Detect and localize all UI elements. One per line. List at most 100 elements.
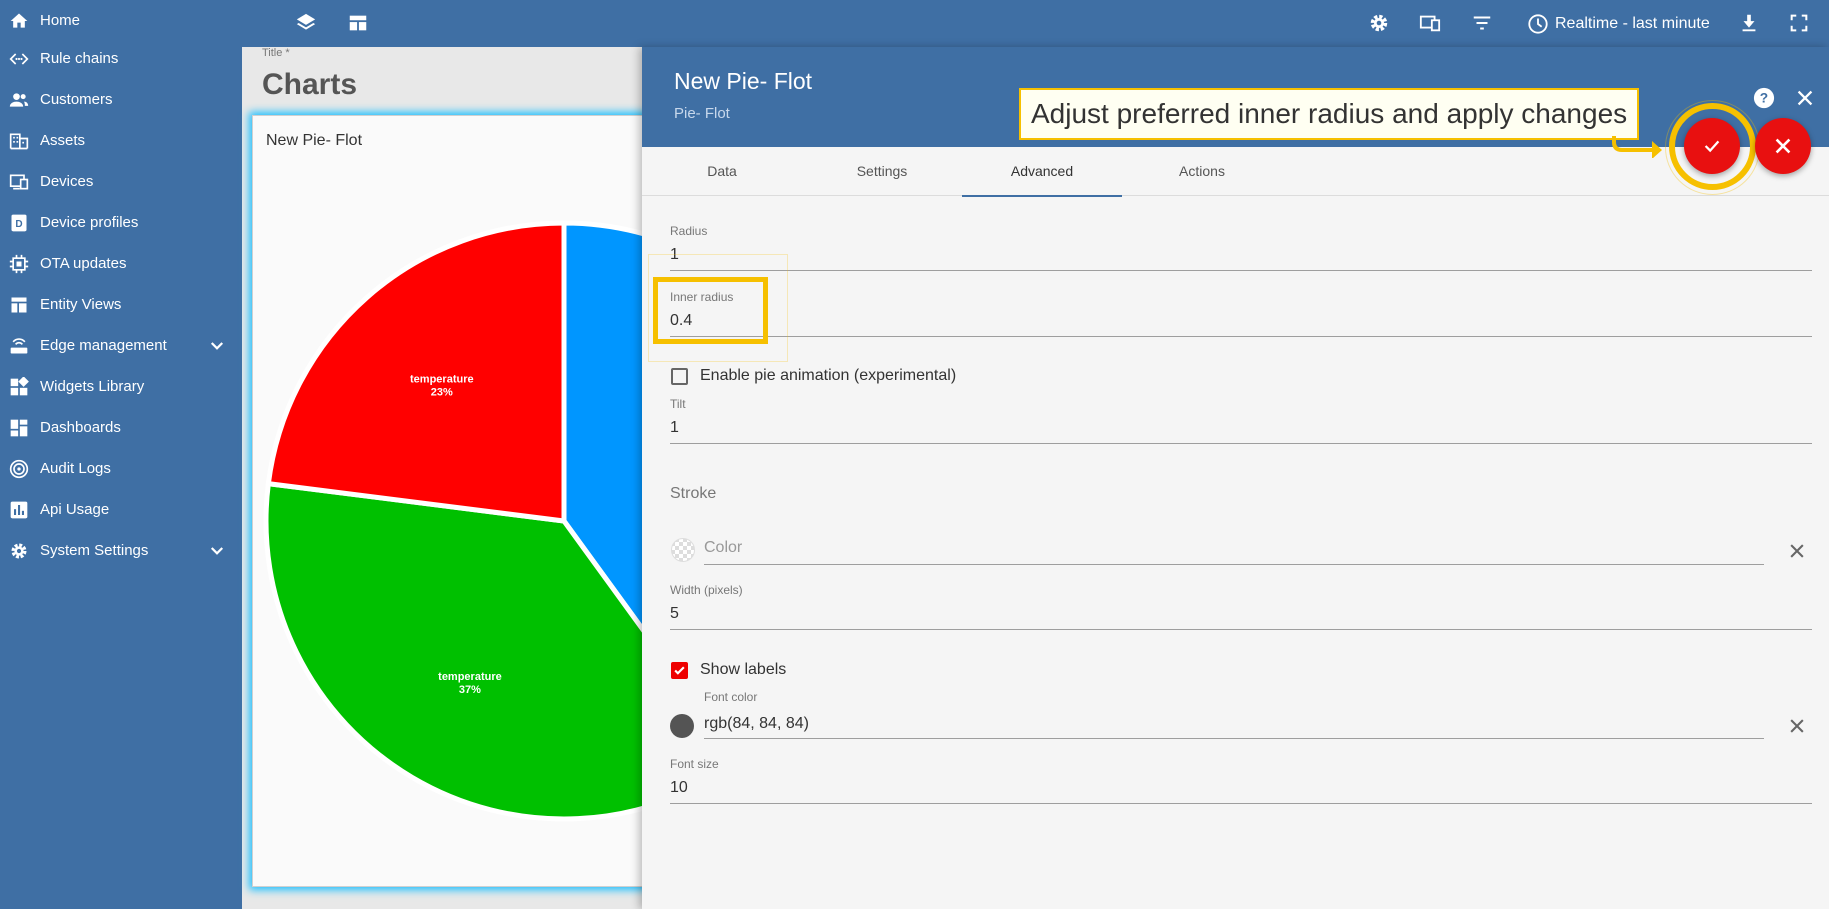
tilt-field[interactable]: Tilt 1: [670, 397, 1812, 444]
device-profiles-icon: D: [11, 214, 27, 232]
close-icon: [1775, 138, 1791, 154]
help-icon[interactable]: ?: [1753, 87, 1775, 109]
audit-logs-icon: [9, 459, 29, 479]
gear-icon[interactable]: [1368, 12, 1390, 34]
sidebar-item-label: Api Usage: [40, 501, 110, 518]
inner-radius-label: Inner radius: [670, 290, 734, 304]
top-toolbar: Realtime - last minute: [242, 0, 1829, 47]
devices-icon: [9, 174, 29, 190]
sidebar-item-home[interactable]: Home: [0, 0, 242, 41]
chevron-down-icon[interactable]: [208, 337, 226, 355]
cancel-button[interactable]: [1755, 118, 1811, 174]
inner-radius-input[interactable]: 0.4: [670, 304, 1812, 337]
font-size-label: Font size: [670, 757, 719, 771]
dashboards-icon: [10, 419, 28, 437]
inner-radius-highlight: [653, 277, 768, 344]
entity-views-icon: [11, 297, 27, 313]
pie-widget[interactable]: temperature 37% temperature 23% New Pie- Fl…: [252, 115, 654, 887]
clear-icon[interactable]: [1787, 541, 1807, 561]
svg-text:?: ?: [1760, 91, 1768, 106]
panel-title: New Pie- Flot: [674, 68, 813, 94]
tilt-label: Tilt: [670, 397, 686, 411]
timewindow-selector[interactable]: Realtime - last minute: [1527, 13, 1710, 35]
radius-field[interactable]: Radius 1: [670, 224, 1812, 271]
sidebar-item-devices[interactable]: Devices: [0, 161, 242, 202]
sidebar-item-widgets-library[interactable]: Widgets Library: [0, 366, 242, 407]
sidebar-item-edge-management[interactable]: Edge management: [0, 325, 242, 366]
stroke-color-input[interactable]: Color: [704, 539, 743, 556]
font-color-field[interactable]: Font color rgb(84, 84, 84): [670, 690, 1812, 748]
panel-subtitle: Pie- Flot: [674, 105, 730, 122]
pie-animation-checkbox[interactable]: [671, 368, 688, 385]
clear-icon[interactable]: [1787, 716, 1807, 736]
sidebar-item-label: Rule chains: [40, 50, 119, 67]
sidebar-item-entity-views[interactable]: Entity Views: [0, 284, 242, 325]
show-labels-label[interactable]: Show labels: [700, 661, 787, 678]
title-field-label: Title *: [262, 47, 290, 59]
stroke-section-title: Stroke: [670, 485, 717, 502]
pie-slice: [265, 220, 567, 524]
sidebar-item-customers[interactable]: Customers: [0, 79, 242, 120]
font-color-input[interactable]: rgb(84, 84, 84): [704, 715, 809, 732]
dashboard-title[interactable]: Charts: [262, 68, 358, 101]
sidebar-item-label: Device profiles: [40, 214, 139, 231]
radius-label: Radius: [670, 224, 708, 238]
sidebar-item-ota-updates[interactable]: OTA updates: [0, 243, 242, 284]
apply-button-ring: [1669, 103, 1756, 190]
sidebar-item-label: OTA updates: [40, 255, 127, 272]
api-usage-icon: [10, 501, 28, 519]
sidebar-item-label: Home: [40, 12, 81, 29]
apply-button[interactable]: [1684, 118, 1740, 174]
stroke-width-input[interactable]: 5: [670, 597, 1812, 630]
devices-layout-icon[interactable]: [1419, 12, 1441, 34]
filter-icon[interactable]: [1471, 12, 1493, 34]
tab-settings[interactable]: Settings: [856, 163, 908, 179]
pie-animation-label[interactable]: Enable pie animation (experimental): [700, 367, 957, 384]
font-size-field[interactable]: Font size 10: [670, 757, 1812, 804]
tilt-input[interactable]: 1: [670, 411, 1812, 444]
font-color-swatch[interactable]: [670, 714, 694, 738]
sidebar-item-assets[interactable]: Assets: [0, 120, 242, 161]
tab-data[interactable]: Data: [707, 163, 737, 179]
chevron-down-icon[interactable]: [208, 542, 226, 560]
transparent-swatch[interactable]: [671, 538, 695, 562]
close-icon[interactable]: [1794, 87, 1816, 109]
layers-icon[interactable]: [295, 12, 317, 34]
sidebar-item-label: Assets: [40, 132, 86, 149]
sidebar-item-dashboards[interactable]: Dashboards: [0, 407, 242, 448]
sidebar-item-api-usage[interactable]: Api Usage: [0, 489, 242, 530]
radius-input[interactable]: 1: [670, 238, 1812, 271]
pie-slice: [561, 220, 653, 648]
rule-chains-icon: [9, 53, 29, 65]
sidebar-item-label: Entity Views: [40, 296, 122, 313]
sidebar-item-audit-logs[interactable]: Audit Logs: [0, 448, 242, 489]
gear-icon: [11, 543, 27, 559]
pie-slice-percent: 37%: [459, 684, 481, 696]
sidebar-item-label: Devices: [40, 173, 94, 190]
widgets-library-icon: [10, 377, 29, 396]
sidebar-item-rule-chains[interactable]: Rule chains: [0, 38, 242, 79]
svg-text:D: D: [15, 219, 22, 230]
tab-advanced[interactable]: Advanced: [962, 147, 1122, 197]
layout-icon[interactable]: [347, 12, 369, 34]
tab-actions[interactable]: Actions: [1179, 163, 1225, 179]
show-labels-checkbox[interactable]: [671, 662, 688, 679]
widget-title: New Pie- Flot: [266, 132, 363, 149]
timewindow-label: Realtime - last minute: [1555, 15, 1710, 32]
sidebar-item-device-profiles[interactable]: D Device profiles: [0, 202, 242, 243]
dashboard-title-bar: [242, 47, 642, 107]
fullscreen-icon[interactable]: [1788, 12, 1810, 34]
instruction-callout: Adjust preferred inner radius and apply …: [1019, 88, 1640, 140]
pie-slice-label: temperature: [438, 671, 502, 683]
stroke-color-field[interactable]: Color: [670, 536, 1812, 568]
stroke-width-field[interactable]: Width (pixels) 5: [670, 583, 1812, 630]
assets-icon: [9, 133, 29, 150]
font-size-input[interactable]: 10: [670, 771, 1812, 804]
stroke-width-label: Width (pixels): [670, 583, 743, 597]
font-color-label: Font color: [704, 690, 758, 704]
stroke-color-underline: [704, 564, 1764, 565]
sidebar-item-system-settings[interactable]: System Settings: [0, 530, 242, 571]
download-icon[interactable]: [1738, 12, 1760, 34]
inner-radius-field[interactable]: Inner radius 0.4: [670, 290, 1812, 337]
panel-tabs: Data Settings Advanced Actions: [642, 147, 1829, 197]
